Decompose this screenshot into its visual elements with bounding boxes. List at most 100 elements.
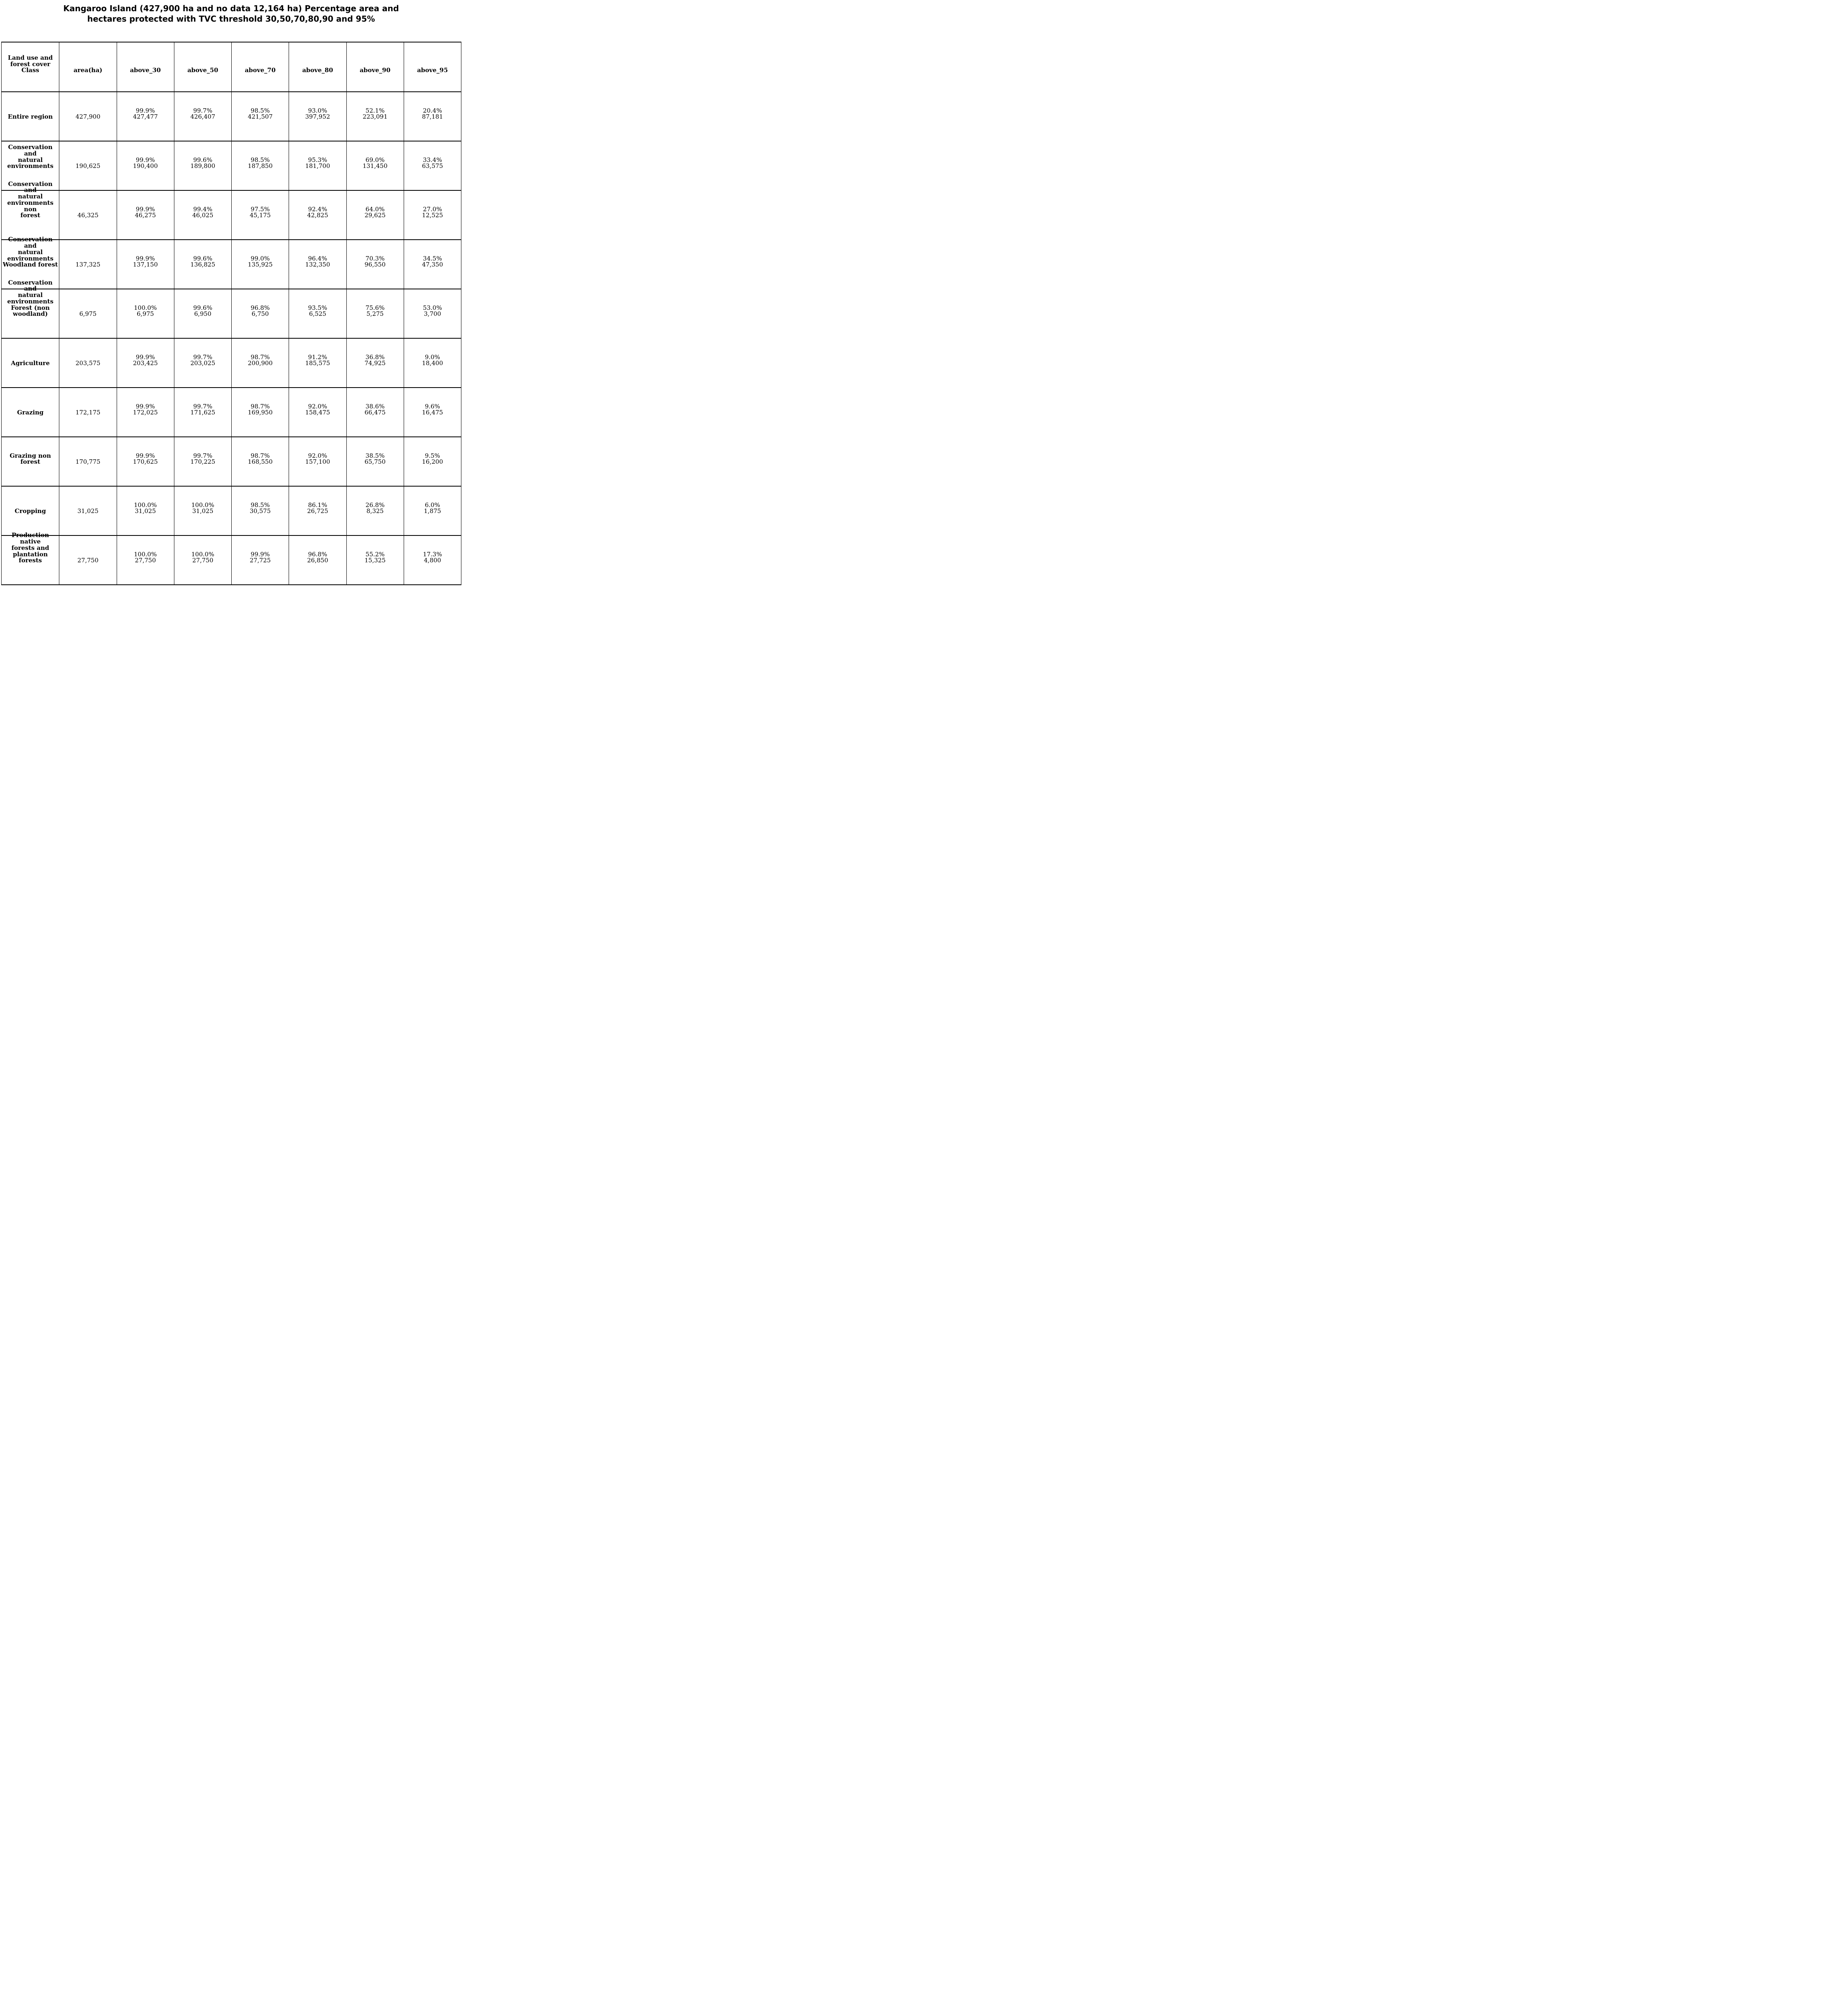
table-cell: 91.2% 185,575 [289,339,346,387]
table-cell: above_90 [346,42,404,91]
area-value: 27,750 [77,557,99,564]
table-cell: 75.6% 5,275 [346,289,404,338]
table-cell: Conservation and natural environments Wo… [2,236,59,289]
table-cell: 190,625 [59,141,116,190]
area-value: 427,900 [75,113,101,121]
pct-value: 99.6% [193,255,212,262]
table-cell: 95.3% 181,700 [289,141,346,190]
ha-value: 136,825 [190,261,215,269]
table-cell: 100.0% 6,975 [116,289,174,338]
table-cell: 92.0% 158,475 [289,388,346,436]
table-cell: Cropping [2,487,59,535]
ha-value: 63,575 [422,162,443,170]
pct-value: 97.5% [251,205,270,213]
pct-value: 99.4% [193,205,212,213]
table-cell: 427,900 [59,92,116,141]
table-cell: Grazing non forest [2,437,59,486]
ha-value: 137,150 [133,261,158,269]
ha-value: 16,200 [422,458,443,466]
pct-value: 99.9% [135,452,155,459]
ha-value: 26,725 [307,507,328,515]
table-cell: 34.5% 47,350 [403,240,461,289]
table-cell: Conservation and natural environments [2,141,59,190]
col-header-class: Land use and forest cover Class [8,54,53,74]
pct-value: 9.5% [425,452,440,459]
table-row: Production native forests and plantation… [2,532,461,584]
ha-value: 132,350 [305,261,330,269]
pct-value: 38.6% [365,402,385,410]
table-cell: 99.9% 46,275 [116,191,174,239]
pct-value: 17.3% [423,550,442,558]
table-cell: 99.4% 46,025 [174,191,231,239]
row-label: Entire region [8,113,53,121]
table-cell: 100.0% 31,025 [174,487,231,535]
table-cell: 97.5% 45,175 [231,191,289,239]
table-cell: above_50 [174,42,231,91]
pct-value: 64.0% [365,205,385,213]
table-cell: 100.0% 27,750 [174,536,231,584]
figure-title: Kangaroo Island (427,900 ha and no data … [63,4,399,24]
row-label: Grazing non forest [10,452,51,466]
table-cell: 99.9% 27,725 [231,536,289,584]
table-cell: above_30 [116,42,174,91]
area-value: 31,025 [77,507,99,515]
ha-value: 171,625 [190,409,215,416]
pct-value: 100.0% [134,501,157,509]
table-row: Conservation and natural environments 19… [2,141,461,190]
area-value: 137,325 [75,261,101,269]
ha-value: 12,525 [422,212,443,219]
pct-value: 55.2% [365,550,385,558]
col-header-area: area(ha) [73,67,103,74]
pct-value: 100.0% [191,550,214,558]
ha-value: 187,850 [248,162,273,170]
table-cell: Agriculture [2,339,59,387]
pct-value: 92.0% [308,452,328,459]
pct-value: 6.0% [425,501,440,509]
table-cell: 99.9% 170,625 [116,437,174,486]
ha-value: 18,400 [422,360,443,367]
col-header-above95: above_95 [417,67,448,74]
table-cell: 98.5% 421,507 [231,92,289,141]
table-cell: 99.9% 137,150 [116,240,174,289]
table-cell: 52.1% 223,091 [346,92,404,141]
ha-value: 16,475 [422,409,443,416]
ha-value: 1,875 [424,507,441,515]
table-cell: Grazing [2,388,59,436]
pct-value: 99.7% [193,402,212,410]
table-cell: 99.0% 135,925 [231,240,289,289]
ha-value: 185,575 [305,360,330,367]
figure-page: Kangaroo Island (427,900 ha and no data … [0,0,462,640]
pct-value: 100.0% [191,501,214,509]
area-value: 170,775 [75,458,101,466]
ha-value: 6,950 [194,310,212,318]
table-cell: 170,775 [59,437,116,486]
table-cell: 9.6% 16,475 [403,388,461,436]
pct-value: 99.9% [135,255,155,262]
pct-value: 93.5% [308,304,328,311]
ha-value: 31,025 [192,507,214,515]
ha-value: 46,275 [135,212,156,219]
pct-value: 99.6% [193,156,212,164]
ha-value: 26,850 [307,557,328,564]
table-cell: 9.5% 16,200 [403,437,461,486]
table-cell: 53.0% 3,700 [403,289,461,338]
table-cell: Production native forests and plantation… [2,532,59,584]
ha-value: 65,750 [364,458,386,466]
pct-value: 92.0% [308,402,328,410]
pct-value: 20.4% [423,107,442,114]
pct-value: 9.0% [425,353,440,361]
table-cell: Land use and forest cover Class [2,42,59,91]
pct-value: 33.4% [423,156,442,164]
table-cell: 6.0% 1,875 [403,487,461,535]
ha-value: 203,025 [190,360,215,367]
table-cell: 99.6% 6,950 [174,289,231,338]
pct-value: 98.5% [251,156,270,164]
table-cell: 92.4% 42,825 [289,191,346,239]
ha-value: 29,625 [364,212,386,219]
pct-value: 98.5% [251,501,270,509]
ha-value: 6,525 [309,310,326,318]
pct-value: 53.0% [423,304,442,311]
ha-value: 157,100 [305,458,330,466]
table-cell: 92.0% 157,100 [289,437,346,486]
area-value: 6,975 [79,310,97,318]
